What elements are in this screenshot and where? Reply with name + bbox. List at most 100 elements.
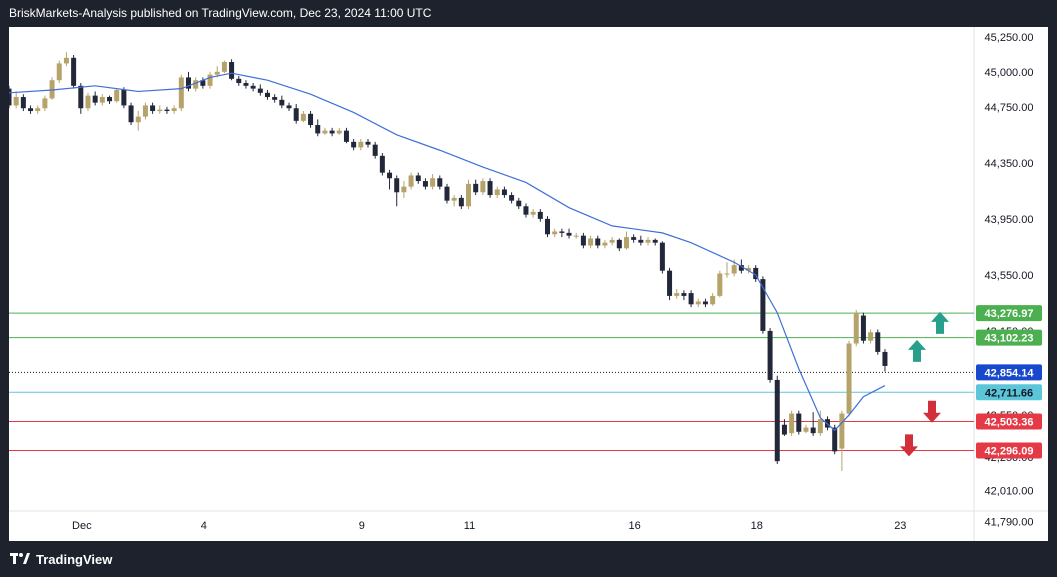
tradingview-logo-icon [10, 553, 30, 565]
x-tick-label: 9 [359, 520, 365, 532]
candle-body [638, 239, 644, 243]
candle-body [789, 413, 795, 434]
brand-name: TradingView [36, 551, 113, 567]
candle-body [408, 175, 414, 187]
candle-body [78, 85, 84, 109]
y-tick-label: 43,950.00 [985, 214, 1034, 226]
candle-body [56, 63, 62, 81]
candle-body [860, 315, 866, 341]
candle-body [667, 270, 673, 296]
candle-body [372, 144, 378, 156]
x-tick-label: 11 [464, 520, 475, 532]
level-label: 42,296.09 [985, 446, 1034, 458]
candle-body [207, 74, 213, 86]
candle-body [272, 97, 278, 100]
candle-body [422, 181, 428, 187]
candle-body [99, 97, 105, 103]
arrow-down-icon [923, 400, 941, 423]
candle-body [13, 97, 19, 106]
candle-body [92, 95, 98, 103]
candle-body [688, 293, 694, 305]
candle-body [846, 343, 852, 414]
level-label: 43,276.97 [985, 308, 1034, 320]
y-tick-label: 41,790.00 [985, 516, 1034, 528]
candle-body [832, 427, 838, 452]
level-label-box [976, 329, 1042, 346]
candle-body [781, 424, 787, 435]
candle-body [853, 312, 859, 344]
candle-body [171, 108, 177, 112]
candle-body [487, 181, 493, 196]
candle-body [466, 183, 472, 207]
candle-body [623, 237, 629, 249]
candle-body [142, 105, 148, 117]
candlestick-chart[interactable]: 45,250.00 45,000.00 44,750.00 44,350.00 43,9… [9, 27, 1048, 541]
candle-body [573, 235, 579, 237]
candle-body [566, 232, 572, 236]
candle-body [746, 267, 752, 271]
level-label: 42,711.66 [985, 387, 1033, 399]
candle-body [329, 130, 335, 134]
candle-body [401, 186, 407, 193]
candle-body [394, 178, 400, 193]
x-tick-label: 16 [629, 520, 641, 532]
candle-body [379, 155, 385, 173]
candle-body [674, 293, 680, 296]
candle-body [738, 265, 744, 271]
candle-body [343, 130, 349, 142]
y-tick-label: 45,000.00 [985, 67, 1034, 79]
candle-body [20, 97, 26, 109]
candle-body [186, 77, 191, 89]
footer: TradingView [0, 541, 1057, 577]
level-label: 42,854.14 [985, 367, 1035, 379]
chart-area[interactable]: 45,250.00 45,000.00 44,750.00 44,350.00 43,9… [9, 27, 1048, 541]
candle-body [803, 427, 809, 432]
candle-body [616, 239, 622, 249]
candle-body [200, 80, 206, 86]
candle-body [322, 130, 328, 134]
candle-body [509, 195, 515, 201]
x-tick-label: Dec [72, 520, 92, 532]
candle-body [868, 332, 874, 341]
candle-body [437, 178, 443, 187]
candle-body [243, 83, 249, 86]
level-label: 43,102.23 [985, 333, 1034, 345]
candle-body [731, 265, 737, 274]
candle-body [810, 427, 816, 434]
level-label-box [976, 364, 1042, 381]
candle-body [516, 200, 522, 207]
x-tick-label: 4 [201, 520, 207, 532]
y-tick-label: 43,550.00 [985, 270, 1034, 282]
candle-body [588, 238, 594, 246]
candle-body [595, 238, 601, 246]
candle-body [121, 90, 127, 106]
candle-body [430, 178, 436, 187]
candle-body [351, 141, 357, 148]
candle-body [631, 237, 637, 240]
candle-body [695, 301, 701, 305]
candle-body [264, 92, 270, 98]
candle-body [523, 206, 529, 215]
candle-body [609, 239, 615, 243]
candle-body [760, 279, 766, 331]
candle-body [293, 108, 299, 121]
candle-body [480, 181, 486, 193]
candle-body [49, 80, 55, 99]
candle-body [817, 419, 823, 434]
moving-average-line [9, 72, 886, 432]
candle-body [35, 108, 41, 112]
candle-body [444, 186, 450, 201]
level-label: 42,503.36 [985, 416, 1034, 428]
candle-body [580, 235, 586, 246]
candle-body [85, 95, 91, 109]
candle-body [875, 332, 881, 352]
candle-body [28, 108, 34, 112]
candle-body [774, 379, 780, 462]
y-tick-label: 44,350.00 [985, 158, 1034, 170]
candle-body [221, 62, 227, 72]
candle-body [42, 98, 48, 109]
level-label-box [976, 442, 1042, 459]
candle-body [336, 130, 342, 134]
candle-body [286, 105, 292, 109]
candle-body [128, 105, 134, 123]
